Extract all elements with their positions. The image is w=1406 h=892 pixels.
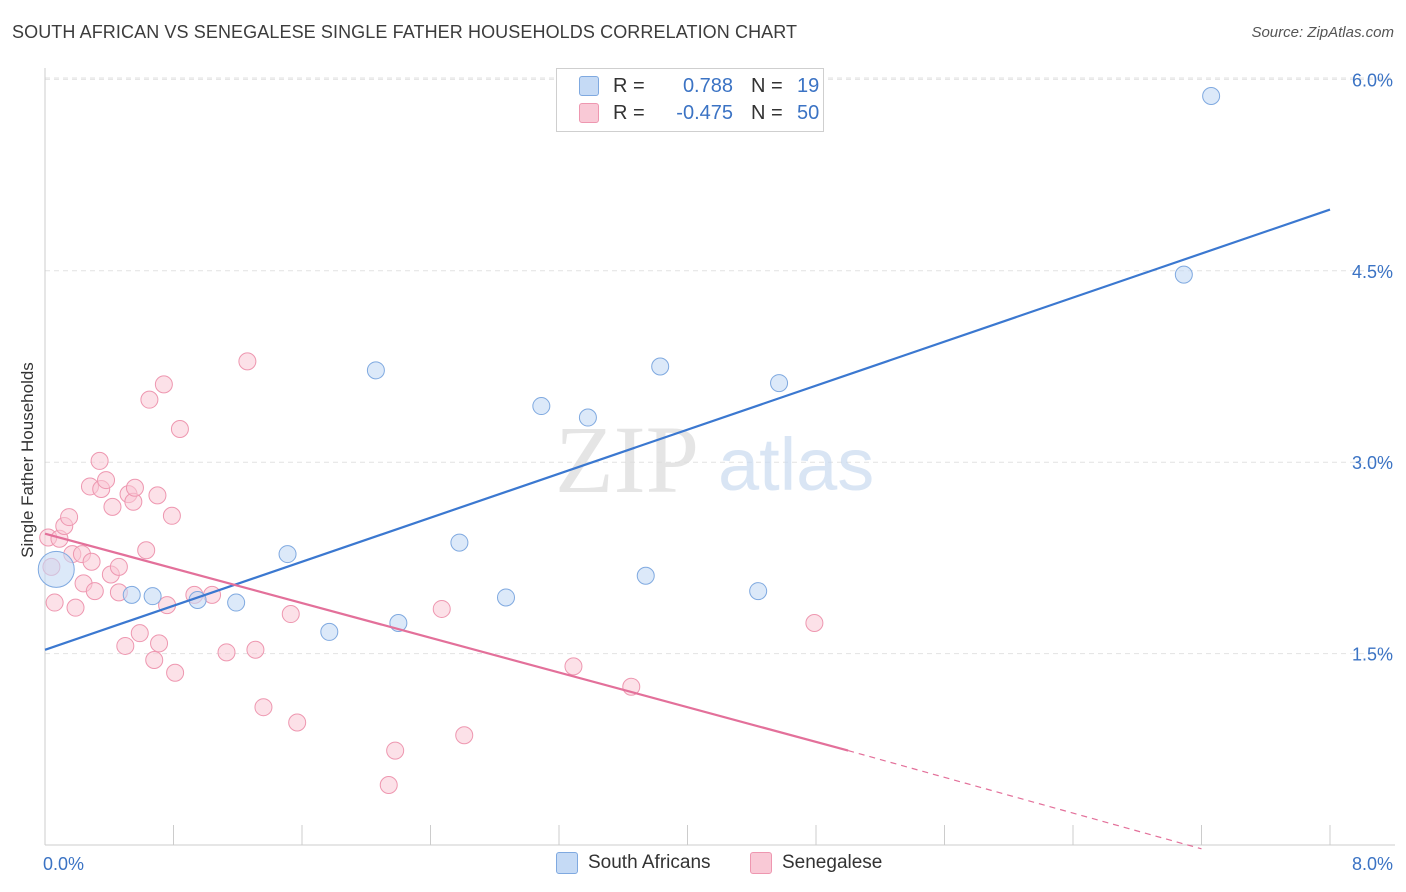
x-axis-ticks: [44, 825, 1331, 845]
legend-row-senegalese: R = -0.475 N = 50: [579, 101, 819, 125]
legend-n-value: 19: [797, 74, 820, 97]
axes: [44, 68, 1395, 846]
south-africans-point: [532, 397, 551, 416]
senegalese-point: [386, 741, 405, 760]
south-africans-point: [1174, 265, 1193, 284]
legend-label-south-africans: South Africans: [588, 852, 711, 873]
legend-r-label: R =: [613, 74, 645, 97]
watermark-zip: ZIP: [555, 406, 699, 513]
senegalese-point: [145, 650, 164, 669]
legend-label-senegalese: Senegalese: [782, 852, 883, 873]
legend-swatch-pink: [579, 103, 599, 123]
legend-n-value: 50: [797, 101, 820, 124]
senegalese-point: [154, 375, 173, 394]
senegalese-point: [281, 605, 300, 624]
y-tick-label: 4.5%: [1352, 262, 1393, 282]
legend-r-label: R =: [613, 101, 645, 124]
chart-title: SOUTH AFRICAN VS SENEGALESE SINGLE FATHE…: [12, 22, 798, 42]
senegalese-point: [455, 726, 474, 745]
bottom-legend-senegalese: Senegalese: [750, 852, 882, 874]
correlation-legend: R = 0.788 N = 19 R = -0.475 N = 50: [556, 68, 824, 132]
senegalese-trendline-extension: [847, 749, 1202, 850]
senegalese-point: [140, 390, 159, 409]
senegalese-point: [217, 643, 236, 662]
senegalese-point: [130, 624, 149, 643]
south-africans-trendline: [44, 208, 1331, 651]
south-africans-point: [227, 593, 246, 612]
senegalese-point: [805, 613, 824, 632]
senegalese-point: [246, 640, 265, 659]
y-tick-labels: 1.5% 3.0% 4.5% 6.0%: [1352, 70, 1393, 664]
south-africans-point: [37, 550, 75, 588]
legend-r-value: 0.788: [682, 74, 733, 97]
bottom-legend-south-africans: South Africans: [556, 852, 711, 874]
south-africans-point: [278, 545, 297, 564]
south-africans-point: [366, 361, 385, 380]
senegalese-point: [564, 657, 583, 676]
legend-row-south-africans: R = 0.788 N = 19: [579, 74, 819, 98]
senegalese-point: [60, 508, 79, 527]
senegalese-point: [103, 497, 122, 516]
senegalese-point: [379, 776, 398, 795]
senegalese-point: [238, 352, 257, 371]
senegalese-point: [150, 634, 169, 653]
x-tick-label: 8.0%: [1352, 854, 1393, 874]
south-africans-point: [450, 533, 469, 552]
senegalese-point: [170, 420, 189, 439]
watermark: ZIP atlas: [555, 406, 874, 513]
senegalese-point: [97, 471, 116, 490]
y-tick-label: 6.0%: [1352, 70, 1393, 90]
senegalese-point: [125, 478, 144, 497]
legend-r-value: -0.475: [676, 101, 733, 124]
south-africans-point: [1202, 86, 1221, 105]
senegalese-point: [116, 636, 135, 655]
senegalese-point: [162, 506, 181, 525]
senegalese-point: [82, 552, 101, 571]
y-axis-label: Single Father Households: [18, 362, 37, 558]
south-africans-point: [143, 587, 162, 606]
south-africans-point: [578, 408, 597, 427]
watermark-atlas: atlas: [718, 423, 874, 506]
senegalese-point: [432, 599, 451, 618]
senegalese-point: [109, 557, 128, 576]
y-tick-label: 1.5%: [1352, 645, 1393, 665]
south-africans-point: [770, 374, 789, 393]
senegalese-point: [85, 582, 104, 601]
senegalese-point: [288, 713, 307, 732]
legend-swatch-pink: [750, 852, 772, 874]
senegalese-trendline: [44, 532, 849, 752]
south-africans-point: [749, 582, 768, 601]
trendlines: [44, 208, 1331, 850]
senegalese-point: [45, 593, 64, 612]
x-tick-label: 0.0%: [43, 854, 84, 874]
south-africans-point: [636, 566, 655, 585]
legend-n-label: N =: [751, 101, 789, 124]
south-africans-points: [37, 86, 1221, 641]
south-africans-point: [320, 622, 339, 641]
south-africans-point: [496, 588, 515, 607]
source-label: Source: ZipAtlas.com: [1251, 24, 1394, 41]
legend-n-label: N =: [751, 74, 783, 97]
senegalese-point: [254, 698, 273, 717]
x-tick-labels: 0.0% 8.0%: [43, 854, 1393, 874]
senegalese-point: [90, 451, 109, 470]
south-africans-point: [122, 585, 141, 604]
y-tick-label: 3.0%: [1352, 453, 1393, 473]
senegalese-point: [166, 663, 185, 682]
legend-swatch-blue: [556, 852, 578, 874]
senegalese-point: [137, 541, 156, 560]
south-africans-point: [651, 357, 670, 376]
senegalese-point: [148, 486, 167, 505]
senegalese-points: [39, 352, 824, 795]
senegalese-point: [66, 598, 85, 617]
legend-swatch-blue: [579, 76, 599, 96]
